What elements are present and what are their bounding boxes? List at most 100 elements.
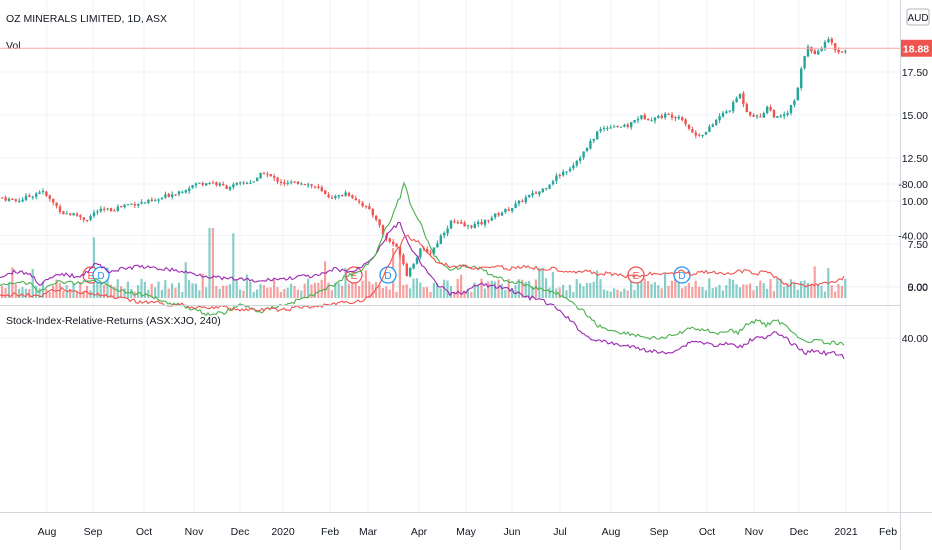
currency-button[interactable] [906, 8, 930, 26]
volume-bar [500, 283, 503, 298]
candle-body [351, 195, 354, 198]
candle-body [436, 243, 439, 248]
candle-body [109, 208, 113, 212]
volume-bar [225, 285, 228, 298]
time-tick-label: Dec [790, 526, 809, 538]
candle-body [483, 219, 487, 225]
volume-bar [324, 261, 327, 298]
candle-body [463, 222, 466, 227]
volume-bar [568, 284, 571, 298]
volume-bar [191, 283, 194, 298]
volume-bar [517, 279, 520, 298]
volume-bar [290, 283, 293, 298]
candle-body [256, 177, 259, 182]
volume-bar [514, 285, 517, 298]
time-tick-label: Aug [602, 526, 621, 538]
volume-bar [266, 287, 269, 298]
candle-body [341, 195, 344, 197]
time-tick-label: Nov [185, 526, 204, 538]
candle-body [120, 206, 123, 208]
volume-bar [650, 283, 653, 298]
candle-body [296, 181, 300, 184]
volume-bar [762, 283, 765, 298]
symbol-title[interactable]: OZ MINERALS LIMITED, 1D, ASX [6, 13, 167, 25]
candle-body [759, 116, 762, 118]
volume-bar [211, 228, 214, 298]
candle-body [184, 190, 187, 193]
candle-body [551, 181, 555, 185]
volume-label[interactable]: Vol [6, 40, 21, 52]
candle-body [514, 203, 517, 208]
volume-bar [494, 281, 497, 298]
candle-body [188, 188, 191, 191]
candle-body [453, 221, 456, 223]
time-axis[interactable]: Aug Sep Oct Nov Dec 2020 Feb Mar Apr May Jun Jul Aug… [38, 526, 898, 538]
volume-bar [483, 288, 486, 298]
volume-bar [769, 279, 772, 298]
candle-body [317, 186, 320, 188]
candle-body [789, 105, 793, 114]
time-tick-label: Feb [879, 526, 897, 538]
candle-body [596, 131, 599, 140]
dividend-marker[interactable]: D [673, 266, 691, 284]
candle-body [487, 220, 490, 222]
candle-body [426, 248, 429, 253]
volume-bar [653, 282, 656, 298]
volume-bar [415, 278, 418, 298]
candle-body [504, 208, 507, 213]
volume-bar [419, 282, 422, 298]
volume-bar [412, 278, 415, 298]
candle-body [96, 211, 99, 213]
candle-body [545, 188, 548, 190]
volume-bar [742, 284, 745, 298]
volume-bar [320, 279, 323, 298]
candle-body [330, 197, 334, 199]
candle-body [201, 182, 204, 185]
candle-body [460, 221, 463, 224]
volume-bar [640, 280, 643, 298]
candle-body [28, 195, 31, 197]
price-axis[interactable]: 5.00 7.50 10.00 12.50 15.00 17.50 [902, 67, 928, 294]
volume-bar [106, 267, 109, 298]
candle-body [55, 202, 58, 207]
candle-body [480, 221, 483, 225]
time-tick-label: Jun [504, 526, 521, 538]
volume-bar [528, 280, 531, 298]
candle-body [283, 182, 286, 184]
candle-body [154, 200, 157, 202]
indicator-axis[interactable]: 40.00 0.00 -40.00 -80.00 [898, 179, 928, 345]
volume-bar [456, 278, 459, 298]
candle-body [609, 127, 612, 129]
volume-bar [551, 272, 554, 298]
volume-bar [718, 284, 721, 298]
volume-bar [283, 289, 286, 298]
dividend-marker[interactable]: D [92, 266, 110, 284]
volume-bar [296, 289, 299, 298]
volume-bar [664, 272, 667, 298]
volume-bar [143, 281, 146, 298]
indicator-title[interactable]: Stock-Index-Relative-Returns (ASX:XJO, 2… [6, 315, 221, 327]
dividend-marker[interactable]: D [379, 266, 397, 284]
volume-bar [687, 282, 690, 298]
volume-bar [670, 280, 673, 298]
volume-bar [636, 273, 639, 298]
volume-bar [803, 280, 806, 298]
candle-body [11, 198, 14, 200]
candle-body [1, 197, 4, 199]
volume-bar [381, 287, 384, 298]
candle-body [636, 119, 640, 121]
candle-body [667, 113, 670, 115]
candle-body [130, 203, 133, 205]
event-label: E [88, 271, 95, 282]
volume-bar [252, 291, 255, 298]
volume-bar [534, 279, 537, 298]
candle-body [140, 202, 143, 204]
volume-bar [558, 287, 561, 298]
candle-body [398, 246, 402, 255]
candle-body [150, 199, 153, 201]
candle-body [779, 115, 782, 117]
volume-bar [198, 290, 201, 298]
candle-body [616, 125, 619, 127]
